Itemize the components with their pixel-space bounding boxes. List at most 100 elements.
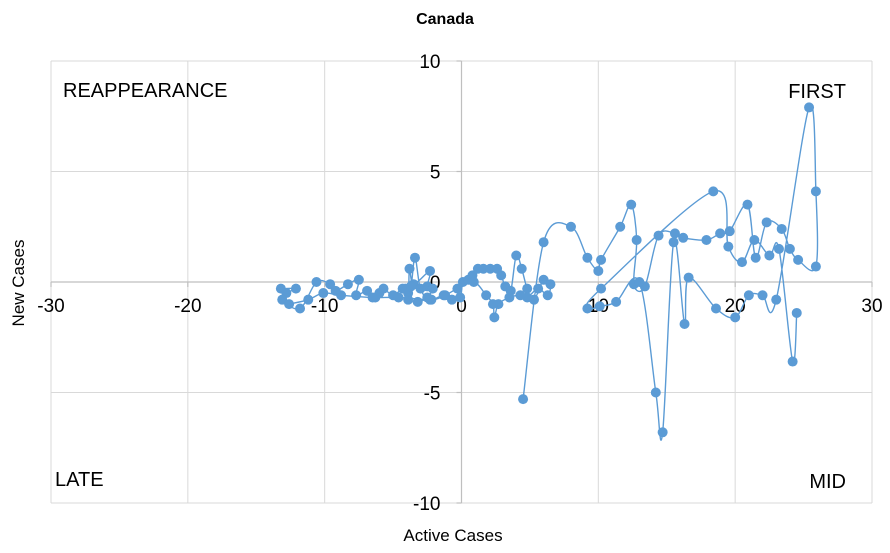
data-point [582, 303, 593, 314]
data-point [737, 257, 748, 268]
y-tick-label: 5 [430, 163, 441, 184]
y-tick-label: -10 [413, 494, 440, 515]
data-point [351, 290, 362, 301]
data-point [631, 235, 642, 246]
data-point [683, 272, 694, 283]
data-point [565, 221, 576, 232]
data-point [771, 294, 782, 305]
data-point [701, 235, 712, 246]
data-point [440, 290, 451, 301]
data-point [522, 283, 533, 294]
data-point [518, 394, 529, 405]
data-point [425, 265, 436, 276]
data-point [650, 387, 661, 398]
data-point [743, 290, 754, 301]
data-point [634, 277, 645, 287]
data-point [367, 292, 378, 303]
data-point [804, 102, 815, 113]
data-point [303, 294, 314, 305]
y-tick-label: 0 [430, 273, 441, 294]
data-point [668, 237, 679, 248]
y-axis-title: New Cases [9, 240, 28, 327]
data-point [485, 263, 496, 274]
data-point [511, 250, 522, 261]
data-point [403, 294, 414, 305]
data-point [653, 230, 664, 241]
data-point [669, 228, 680, 239]
quadrant-label-top-right: FIRST [788, 81, 846, 103]
data-point [362, 285, 373, 296]
data-point [723, 241, 734, 252]
data-point [787, 356, 798, 367]
data-point [342, 279, 353, 290]
data-point [295, 303, 306, 314]
data-point [542, 290, 553, 301]
data-point [596, 254, 607, 265]
data-point [784, 243, 795, 254]
data-point [311, 277, 322, 287]
data-point [426, 294, 437, 305]
data-point [452, 283, 463, 294]
data-point [757, 290, 768, 301]
data-point [764, 250, 775, 261]
data-point [516, 263, 527, 274]
x-tick-label: 0 [456, 296, 467, 317]
data-point [404, 263, 415, 274]
data-point [496, 270, 507, 281]
data-point [678, 232, 689, 243]
data-point [427, 283, 438, 294]
x-tick-label: -20 [174, 296, 201, 317]
data-point [393, 292, 404, 303]
data-point [504, 292, 515, 303]
y-tick-label: 10 [419, 52, 440, 73]
data-point [750, 252, 761, 263]
data-point [626, 199, 637, 210]
data-point [325, 279, 336, 290]
data-point [284, 299, 295, 310]
data-point [679, 318, 690, 329]
data-point [545, 279, 556, 290]
data-point [468, 277, 479, 287]
x-tick-label: -30 [37, 296, 64, 317]
x-axis-title: Active Cases [403, 526, 502, 545]
data-point [715, 228, 726, 239]
data-point [455, 292, 466, 303]
data-point [318, 288, 329, 299]
data-point [810, 261, 821, 272]
data-point [336, 290, 347, 301]
data-point [478, 263, 489, 274]
data-point [711, 303, 722, 314]
data-point [776, 223, 787, 234]
data-point [489, 312, 500, 323]
data-point [533, 283, 544, 294]
quadrant-label-bottom-right: MID [809, 471, 846, 493]
data-point [773, 243, 784, 254]
data-point [290, 283, 301, 294]
data-point [378, 283, 389, 294]
data-point [415, 283, 426, 294]
data-point [724, 226, 735, 237]
data-point [405, 281, 416, 292]
data-point [657, 427, 668, 438]
data-point [708, 186, 719, 197]
data-point [730, 312, 741, 323]
data-point [481, 290, 492, 301]
data-point [749, 235, 760, 246]
data-point [761, 217, 772, 228]
x-tick-label: 30 [861, 296, 882, 317]
data-point [596, 283, 607, 294]
y-tick-label: -5 [424, 384, 441, 405]
data-point [593, 265, 604, 276]
data-point [810, 186, 821, 197]
x-tick-label: -10 [311, 296, 338, 317]
data-point [742, 199, 753, 210]
chart-title: Canada [416, 11, 474, 28]
data-point [412, 296, 423, 307]
quadrant-label-top-left: REAPPEARANCE [63, 80, 228, 102]
data-point [594, 301, 605, 312]
data-point [515, 290, 526, 301]
quadrant-label-bottom-left: LATE [55, 469, 104, 491]
data-point [611, 296, 622, 307]
data-point [538, 237, 549, 248]
